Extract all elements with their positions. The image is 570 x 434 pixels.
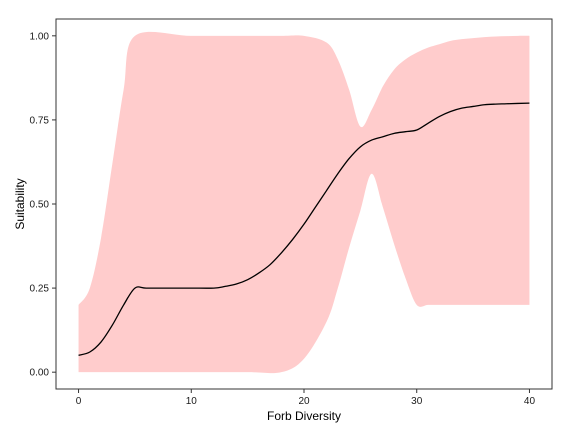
y-tick-label: 0.75 (30, 115, 50, 126)
suitability-line (78, 102, 530, 356)
x-tick-label: 40 (524, 396, 536, 407)
x-axis-title: Forb Diversity (267, 409, 341, 423)
suitability-line-layer (78, 102, 530, 356)
x-tick-label: 10 (186, 396, 198, 407)
y-tick-label: 0.25 (30, 284, 50, 295)
y-axis: 0.00 0.25 0.50 0.75 1.00 (30, 31, 56, 379)
x-tick-label: 20 (298, 396, 310, 407)
x-tick-label: 30 (411, 396, 423, 407)
x-tick-label: 0 (76, 396, 82, 407)
y-tick-label: 0.00 (30, 368, 50, 379)
y-tick-label: 1.00 (30, 31, 50, 42)
confidence-band (78, 31, 530, 374)
x-axis: 0 10 20 30 40 (76, 389, 536, 407)
y-axis-title: Suitability (13, 178, 27, 229)
confidence-band-layer (78, 31, 530, 374)
y-tick-label: 0.50 (30, 200, 50, 211)
